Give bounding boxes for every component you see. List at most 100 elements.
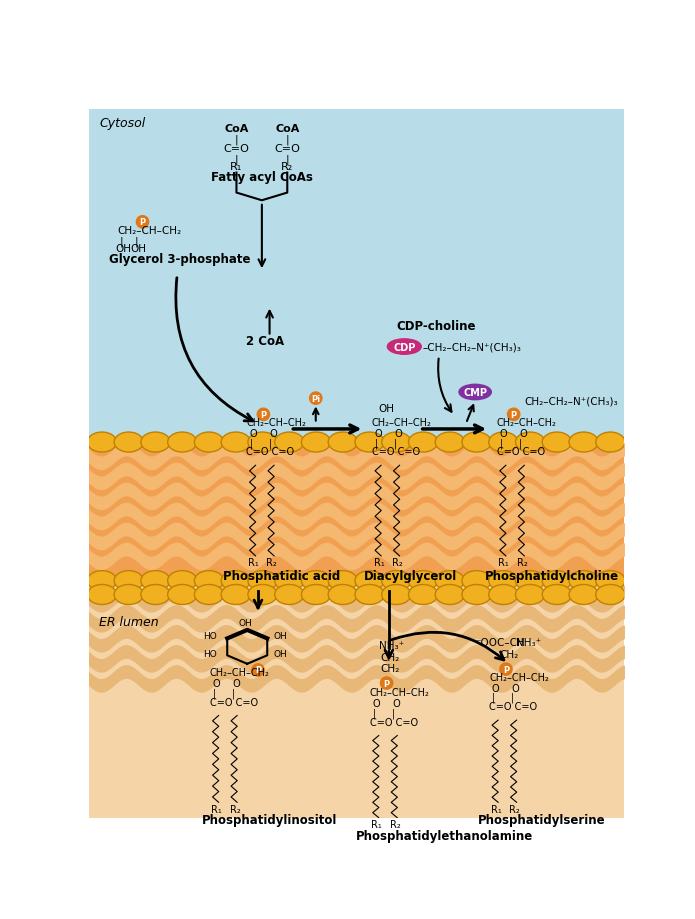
- Text: |     |: | |: [213, 687, 235, 698]
- Ellipse shape: [516, 571, 545, 591]
- Text: C=O C=O: C=O C=O: [247, 447, 295, 457]
- Text: CH₂–CH–CH₂: CH₂–CH–CH₂: [209, 667, 270, 677]
- Ellipse shape: [195, 433, 224, 452]
- Circle shape: [500, 664, 512, 675]
- Text: P: P: [511, 411, 516, 419]
- Text: ER lumen: ER lumen: [99, 616, 159, 629]
- Ellipse shape: [141, 433, 170, 452]
- Text: CMP: CMP: [463, 388, 487, 398]
- Text: CH₂–CH₂–N⁺(CH₃)₃: CH₂–CH₂–N⁺(CH₃)₃: [525, 396, 618, 406]
- Bar: [89, 110, 624, 441]
- Text: CDP-choline: CDP-choline: [397, 320, 476, 333]
- Text: Diacylglycerol: Diacylglycerol: [364, 570, 457, 583]
- Text: NH₃⁺: NH₃⁺: [379, 641, 404, 651]
- Text: CH₂–CH–CH₂: CH₂–CH–CH₂: [117, 225, 181, 235]
- Text: OH: OH: [130, 244, 146, 254]
- Text: O    O: O O: [492, 683, 520, 693]
- Text: OH: OH: [378, 403, 394, 414]
- Ellipse shape: [409, 433, 438, 452]
- Ellipse shape: [302, 584, 331, 605]
- Ellipse shape: [167, 433, 197, 452]
- Bar: [89, 584, 624, 818]
- Text: CH₂–CH–CH₂: CH₂–CH–CH₂: [497, 417, 557, 427]
- Ellipse shape: [167, 571, 197, 591]
- Ellipse shape: [221, 571, 250, 591]
- Ellipse shape: [195, 571, 224, 591]
- Ellipse shape: [141, 584, 170, 605]
- Text: R₁: R₁: [491, 804, 501, 813]
- Circle shape: [309, 392, 322, 405]
- Text: C=O: C=O: [275, 143, 300, 153]
- Ellipse shape: [489, 584, 518, 605]
- Ellipse shape: [569, 433, 598, 452]
- Bar: [89, 441, 624, 584]
- Ellipse shape: [355, 571, 384, 591]
- Text: R₂: R₂: [266, 558, 277, 568]
- Ellipse shape: [88, 571, 117, 591]
- Ellipse shape: [275, 433, 304, 452]
- Text: ⁻OOC–CH: ⁻OOC–CH: [475, 637, 525, 647]
- Ellipse shape: [459, 385, 491, 401]
- Ellipse shape: [596, 584, 625, 605]
- Text: R₂: R₂: [390, 819, 400, 829]
- Text: C=O: C=O: [224, 143, 250, 153]
- Circle shape: [507, 409, 520, 421]
- Ellipse shape: [114, 571, 143, 591]
- Text: CH₂–CH–CH₂: CH₂–CH–CH₂: [372, 417, 432, 427]
- Text: |: |: [286, 154, 289, 165]
- Ellipse shape: [328, 571, 357, 591]
- Text: O    O: O O: [500, 428, 528, 438]
- Text: –CH₂–CH₂–N⁺(CH₃)₃: –CH₂–CH₂–N⁺(CH₃)₃: [422, 342, 521, 352]
- Ellipse shape: [516, 584, 545, 605]
- Circle shape: [257, 409, 270, 421]
- Text: P: P: [261, 411, 266, 419]
- Text: R₂: R₂: [229, 804, 240, 813]
- Text: |: |: [120, 236, 123, 246]
- Text: P: P: [503, 665, 509, 674]
- Text: |: |: [135, 236, 138, 246]
- Text: C=O C=O: C=O C=O: [209, 697, 258, 707]
- Ellipse shape: [462, 584, 491, 605]
- Text: |     |: | |: [375, 437, 397, 448]
- Circle shape: [252, 664, 264, 676]
- Text: CH₂: CH₂: [500, 649, 519, 659]
- Text: R₂: R₂: [281, 163, 293, 172]
- Ellipse shape: [302, 433, 331, 452]
- Ellipse shape: [489, 433, 518, 452]
- Ellipse shape: [88, 433, 117, 452]
- Text: O    O: O O: [373, 698, 400, 709]
- Ellipse shape: [275, 571, 304, 591]
- Text: |     |: | |: [373, 708, 395, 718]
- Ellipse shape: [569, 584, 598, 605]
- Text: P: P: [255, 665, 261, 675]
- Text: R₁: R₁: [211, 804, 222, 813]
- Text: Phosphatidylethanolamine: Phosphatidylethanolamine: [356, 829, 533, 842]
- Ellipse shape: [435, 433, 464, 452]
- Ellipse shape: [88, 584, 117, 605]
- Ellipse shape: [167, 584, 197, 605]
- Ellipse shape: [328, 584, 357, 605]
- Text: Fatty acyl CoAs: Fatty acyl CoAs: [211, 171, 313, 184]
- Ellipse shape: [409, 571, 438, 591]
- Text: C=O C=O: C=O C=O: [370, 717, 418, 727]
- Ellipse shape: [409, 584, 438, 605]
- Text: Glycerol 3-phosphate: Glycerol 3-phosphate: [109, 253, 251, 266]
- Ellipse shape: [435, 571, 464, 591]
- Text: P: P: [384, 679, 390, 687]
- Text: OH: OH: [115, 244, 131, 254]
- Text: Phosphatidylinositol: Phosphatidylinositol: [202, 813, 337, 826]
- Text: O    O: O O: [250, 428, 277, 438]
- Text: Phosphatidic acid: Phosphatidic acid: [223, 570, 341, 583]
- Ellipse shape: [382, 571, 411, 591]
- Text: CH₂–CH–CH₂: CH₂–CH–CH₂: [370, 687, 430, 698]
- Text: HO: HO: [203, 631, 216, 640]
- Text: |: |: [286, 134, 289, 145]
- Text: R₂: R₂: [516, 558, 528, 568]
- Text: CH₂: CH₂: [380, 663, 400, 673]
- Ellipse shape: [596, 571, 625, 591]
- Ellipse shape: [248, 571, 277, 591]
- Text: O    O: O O: [375, 428, 403, 438]
- Ellipse shape: [141, 571, 170, 591]
- Text: OH: OH: [273, 631, 287, 640]
- Text: |     |: | |: [492, 692, 514, 703]
